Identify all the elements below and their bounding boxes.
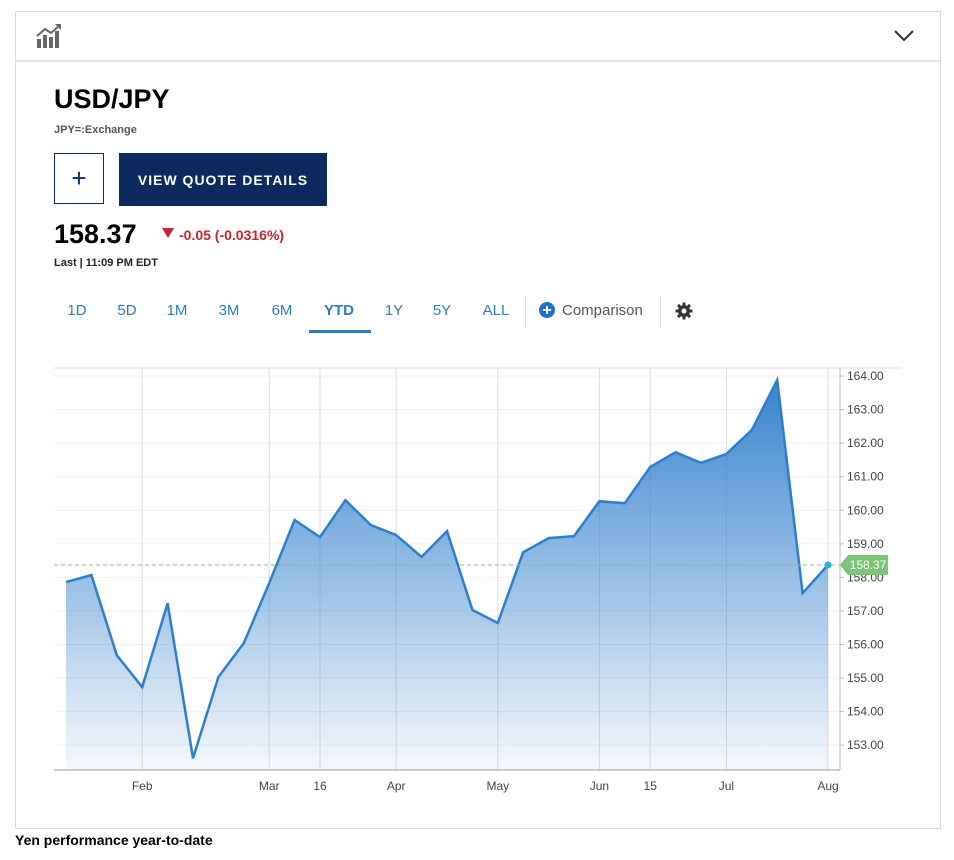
range-tab[interactable]: 1Y — [384, 302, 404, 319]
range-tab[interactable]: YTD — [324, 302, 354, 319]
y-tick-label: 161.00 — [847, 470, 884, 484]
x-tick-label: 15 — [644, 779, 658, 793]
divider — [660, 296, 661, 328]
y-tick-label: 160.00 — [847, 503, 884, 517]
y-tick-label: 154.00 — [847, 705, 884, 719]
range-tab[interactable]: 6M — [271, 302, 293, 319]
x-tick-label: Apr — [387, 779, 406, 793]
x-tick-label: May — [486, 779, 509, 793]
y-tick-label: 153.00 — [847, 738, 884, 752]
collapse-toggle[interactable] — [893, 27, 915, 43]
y-tick-label: 155.00 — [847, 671, 884, 685]
details-button[interactable]: VIEW QUOTE DETAILS — [119, 153, 327, 206]
price-change: -0.05 (-0.0316%) — [179, 227, 285, 243]
caption: Yen performance year-to-date — [15, 832, 213, 848]
range-tab[interactable]: 5D — [117, 302, 137, 319]
range-tab[interactable]: 5Y — [432, 302, 452, 319]
quote-time: Last | 11:09 PM EDT — [54, 257, 158, 269]
range-tab[interactable]: 3M — [218, 302, 240, 319]
last-point — [824, 561, 832, 569]
divider — [525, 296, 526, 328]
instrument-title: USD/JPY — [54, 84, 170, 114]
x-tick-label: Mar — [259, 779, 280, 793]
chart: 153.00154.00155.00156.00157.00158.00159.… — [54, 367, 902, 793]
x-tick-label: Jun — [590, 779, 609, 793]
y-tick-label: 162.00 — [847, 436, 884, 450]
x-tick-label: 16 — [313, 779, 327, 793]
x-tick-label: Feb — [132, 779, 153, 793]
add-button[interactable]: + — [54, 153, 104, 204]
y-tick-label: 156.00 — [847, 638, 884, 652]
y-tick-label: 157.00 — [847, 604, 884, 618]
price: 158.37 — [54, 219, 137, 249]
x-tick-label: Jul — [719, 779, 734, 793]
comparison-icon[interactable] — [539, 302, 555, 318]
range-tab[interactable]: 1M — [166, 302, 188, 319]
x-tick-label: Aug — [817, 779, 838, 793]
card — [15, 11, 941, 829]
instrument-symbol: JPY=:Exchange — [54, 124, 137, 136]
price-badge-label: 158.37 — [850, 558, 887, 572]
active-underline — [309, 330, 371, 333]
y-tick-label: 159.00 — [847, 537, 884, 551]
card-header — [15, 11, 940, 62]
range-tab[interactable]: ALL — [482, 302, 510, 319]
settings-button[interactable] — [675, 302, 693, 320]
comparison-button[interactable]: Comparison — [562, 302, 643, 319]
price-badge — [840, 554, 888, 575]
line — [65, 375, 829, 759]
y-tick-label: 163.00 — [847, 403, 884, 417]
area — [66, 380, 828, 770]
chart-icon — [36, 24, 61, 48]
down-arrow — [162, 228, 174, 238]
y-tick-label: 164.00 — [847, 369, 884, 383]
range-tab[interactable]: 1D — [67, 302, 87, 319]
